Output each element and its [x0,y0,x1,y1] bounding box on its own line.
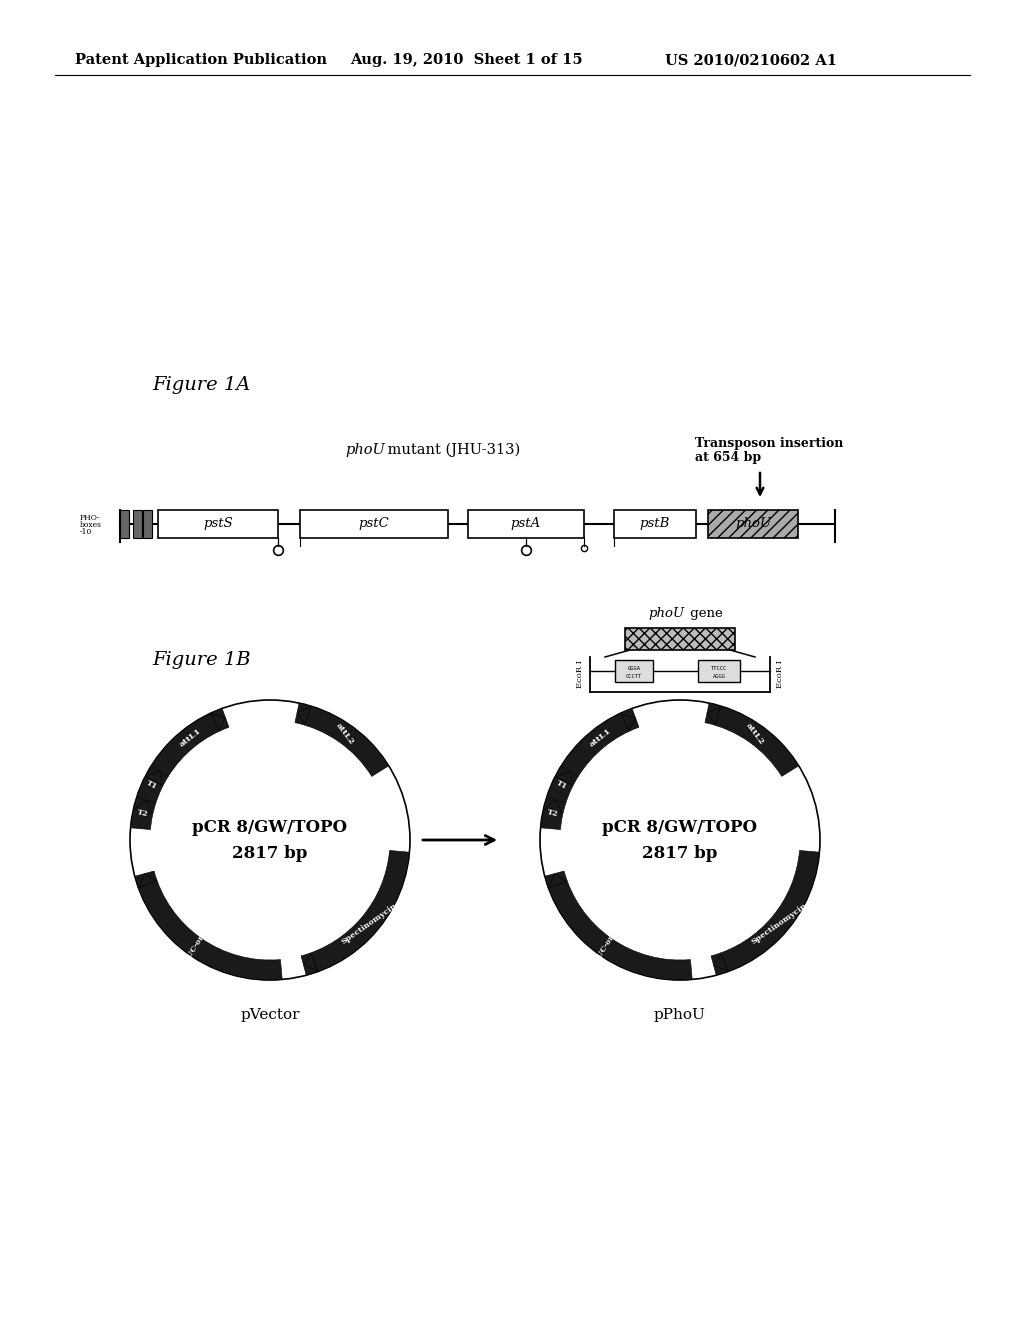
Text: Spectinomycin: Spectinomycin [340,902,399,945]
Wedge shape [545,871,692,979]
Polygon shape [211,714,225,730]
Wedge shape [295,704,389,776]
Text: attL2: attL2 [743,721,765,746]
Wedge shape [301,850,410,975]
Bar [133,510,142,539]
Text: T2: T2 [547,808,559,818]
Wedge shape [705,704,799,776]
Text: TTCCC: TTCCC [711,665,727,671]
Bar [625,628,735,649]
Polygon shape [139,874,157,887]
Text: US 2010/0210602 A1: US 2010/0210602 A1 [665,53,837,67]
Text: -10: -10 [80,528,92,536]
Bar [120,510,129,539]
Polygon shape [146,771,162,785]
Wedge shape [711,850,819,975]
Text: pstS: pstS [203,517,232,531]
Polygon shape [297,708,310,725]
Text: EcoR I: EcoR I [575,660,584,688]
Bar [143,510,152,539]
Bar [615,660,653,682]
Wedge shape [137,766,168,803]
Text: pVector: pVector [241,1008,300,1022]
Text: pCR 8/GW/TOPO: pCR 8/GW/TOPO [602,820,758,837]
Text: EcoR I: EcoR I [776,660,784,688]
Text: pCR 8/GW/TOPO: pCR 8/GW/TOPO [193,820,347,837]
Polygon shape [707,708,721,725]
Wedge shape [541,797,566,829]
Text: PHO-: PHO- [80,513,100,521]
Text: pUC-ori: pUC-ori [183,931,208,962]
Circle shape [130,700,410,979]
Wedge shape [130,797,156,829]
Text: attL2: attL2 [334,721,355,746]
Text: gene: gene [686,607,723,620]
Text: T1: T1 [555,779,569,791]
Text: 2817 bp: 2817 bp [642,846,718,862]
Circle shape [540,700,820,979]
Polygon shape [622,714,636,730]
Text: CCCTT: CCCTT [626,673,642,678]
Text: Figure 1A: Figure 1A [152,376,251,393]
Text: 2817 bp: 2817 bp [232,846,307,862]
Polygon shape [556,771,572,785]
Bar [708,510,798,539]
Text: pstC: pstC [358,517,389,531]
Polygon shape [134,800,153,813]
Text: AGGG: AGGG [713,673,725,678]
Text: Aug. 19, 2010  Sheet 1 of 15: Aug. 19, 2010 Sheet 1 of 15 [350,53,583,67]
Text: T2: T2 [136,808,150,818]
Text: pPhoU: pPhoU [654,1008,706,1022]
Bar [158,510,278,539]
Text: Transposon insertion: Transposon insertion [695,437,844,450]
Text: pstB: pstB [640,517,670,531]
Polygon shape [550,874,566,887]
Bar [614,510,696,539]
Text: attL1: attL1 [588,726,612,748]
Text: Spectinomycin: Spectinomycin [751,902,809,945]
Wedge shape [135,871,283,979]
Wedge shape [561,709,639,776]
Text: phoU: phoU [735,517,771,531]
Text: GGGA: GGGA [628,665,640,671]
Wedge shape [547,766,579,803]
Text: Figure 1B: Figure 1B [152,651,251,669]
Text: boxes: boxes [80,521,102,529]
Text: pstA: pstA [511,517,541,531]
Text: phoU: phoU [345,444,385,457]
Bar [468,510,584,539]
Bar [698,660,740,682]
Text: attL1: attL1 [177,726,203,748]
Text: mutant (JHU-313): mutant (JHU-313) [383,442,520,457]
Bar [300,510,449,539]
Text: pUC-ori: pUC-ori [593,931,617,962]
Text: T1: T1 [145,779,159,791]
Text: Patent Application Publication: Patent Application Publication [75,53,327,67]
Polygon shape [304,954,317,970]
Text: at 654 bp: at 654 bp [695,451,761,465]
Wedge shape [152,709,229,776]
Polygon shape [545,800,562,813]
Text: phoU: phoU [649,607,685,620]
Polygon shape [714,954,727,970]
